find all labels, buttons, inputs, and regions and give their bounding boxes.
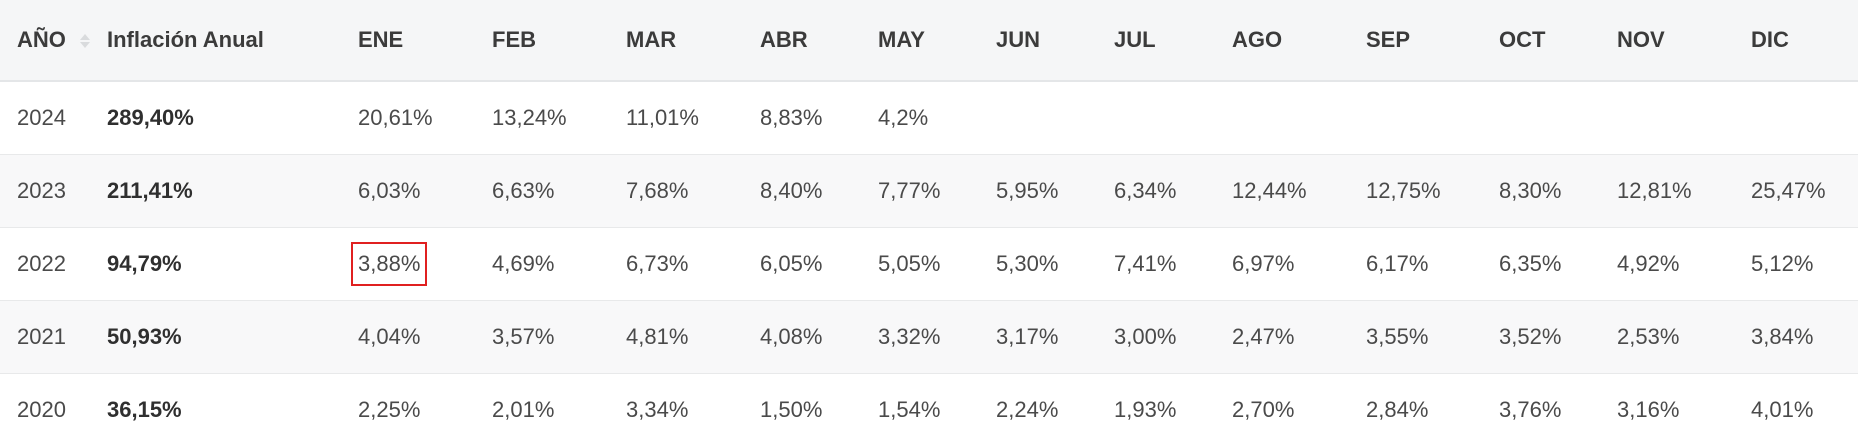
month-cell: 6,97% xyxy=(1232,250,1295,276)
month-cell: 6,17% xyxy=(1366,250,1429,276)
month-cell: 5,30% xyxy=(996,250,1059,276)
month-cell xyxy=(1617,81,1751,154)
header-year[interactable]: AÑO xyxy=(0,0,107,81)
month-cell: 3,88% xyxy=(351,227,492,300)
month-cell: 8,83% xyxy=(760,104,823,130)
table-row: 2020 36,15% 2,25% 2,01% 3,34% 1,50% 1,54% 2,24%… xyxy=(0,373,1858,446)
header-month[interactable]: JUL xyxy=(1114,27,1156,52)
month-cell: 3,52% xyxy=(1499,323,1562,349)
month-cell: 4,04% xyxy=(358,323,421,349)
month-cell: 4,81% xyxy=(626,323,689,349)
month-cell: 3,84% xyxy=(1751,323,1814,349)
table-row: 2024 289,40% 20,61% 13,24% 11,01% 8,83% 4,2% xyxy=(0,81,1858,154)
month-cell: 7,68% xyxy=(626,177,689,203)
table-row: 2023 211,41% 6,03% 6,63% 7,68% 8,40% 7,77% 5,95… xyxy=(0,154,1858,227)
month-cell: 5,95% xyxy=(996,177,1059,203)
month-cell: 4,2% xyxy=(878,104,929,130)
header-month[interactable]: JUN xyxy=(996,27,1041,52)
month-cell: 13,24% xyxy=(492,104,567,130)
month-cell: 20,61% xyxy=(358,104,433,130)
month-cell: 8,40% xyxy=(760,177,823,203)
month-cell: 2,53% xyxy=(1617,323,1680,349)
month-cell: 4,69% xyxy=(492,250,555,276)
month-cell: 4,08% xyxy=(760,323,823,349)
header-month[interactable]: NOV xyxy=(1617,27,1665,52)
month-cell: 11,01% xyxy=(626,104,699,130)
month-cell: 12,75% xyxy=(1366,177,1441,203)
month-cell: 1,54% xyxy=(878,396,941,422)
header-month[interactable]: AGO xyxy=(1232,27,1283,52)
sort-icon[interactable] xyxy=(79,32,90,50)
month-cell xyxy=(1499,81,1617,154)
month-cell: 6,63% xyxy=(492,177,555,203)
header-month[interactable]: ENE xyxy=(358,27,404,52)
month-cell: 4,01% xyxy=(1751,396,1814,422)
header-label: AÑO xyxy=(17,27,66,52)
header-month[interactable]: OCT xyxy=(1499,27,1546,52)
month-cell: 12,44% xyxy=(1232,177,1307,203)
month-cell: 3,34% xyxy=(626,396,689,422)
month-cell: 5,05% xyxy=(878,250,941,276)
month-cell: 2,01% xyxy=(492,396,555,422)
header-annual[interactable]: Inflación Anual xyxy=(107,27,264,52)
month-cell: 5,12% xyxy=(1751,250,1814,276)
header-month[interactable]: ABR xyxy=(760,27,808,52)
year-cell: 2023 xyxy=(17,177,66,203)
month-cell: 2,47% xyxy=(1232,323,1295,349)
header-month[interactable]: SEP xyxy=(1366,27,1411,52)
year-cell: 2024 xyxy=(17,104,66,130)
year-cell: 2022 xyxy=(17,250,66,276)
month-cell: 8,30% xyxy=(1499,177,1562,203)
annual-inflation-cell: 289,40% xyxy=(107,104,194,130)
month-cell xyxy=(1114,81,1232,154)
month-cell: 3,32% xyxy=(878,323,941,349)
year-cell: 2021 xyxy=(17,323,66,349)
month-cell: 3,55% xyxy=(1366,323,1429,349)
month-cell: 3,17% xyxy=(996,323,1059,349)
month-cell: 1,93% xyxy=(1114,396,1177,422)
header-row: AÑO Inflación Anual ENE FEB MAR ABR MAY … xyxy=(0,0,1858,81)
month-cell: 7,41% xyxy=(1114,250,1177,276)
header-month[interactable]: DIC xyxy=(1751,27,1789,52)
table-row: 2022 94,79% 3,88% 4,69% 6,73% 6,05% 5,05% 5,30%… xyxy=(0,227,1858,300)
month-cell xyxy=(996,81,1114,154)
month-cell: 4,92% xyxy=(1617,250,1680,276)
table-body: 2024 289,40% 20,61% 13,24% 11,01% 8,83% 4,2% 20… xyxy=(0,81,1858,446)
month-cell: 12,81% xyxy=(1617,177,1692,203)
annual-inflation-cell: 211,41% xyxy=(107,177,193,203)
highlighted-value: 3,88% xyxy=(351,241,428,286)
month-cell: 7,77% xyxy=(878,177,941,203)
month-cell: 2,24% xyxy=(996,396,1059,422)
table-header: AÑO Inflación Anual ENE FEB MAR ABR MAY … xyxy=(0,0,1858,81)
annual-inflation-cell: 36,15% xyxy=(107,396,182,422)
table-row: 2021 50,93% 4,04% 3,57% 4,81% 4,08% 3,32% 3,17%… xyxy=(0,300,1858,373)
header-month[interactable]: FEB xyxy=(492,27,536,52)
month-cell: 3,00% xyxy=(1114,323,1177,349)
year-cell: 2020 xyxy=(17,396,66,422)
annual-inflation-cell: 50,93% xyxy=(107,323,182,349)
month-cell: 6,03% xyxy=(358,177,421,203)
month-cell: 25,47% xyxy=(1751,177,1826,203)
month-cell: 1,50% xyxy=(760,396,823,422)
month-cell: 6,34% xyxy=(1114,177,1177,203)
month-cell xyxy=(1366,81,1499,154)
month-cell: 2,25% xyxy=(358,396,421,422)
month-cell: 3,76% xyxy=(1499,396,1562,422)
month-cell: 3,16% xyxy=(1617,396,1680,422)
month-cell: 6,05% xyxy=(760,250,823,276)
month-cell xyxy=(1751,81,1858,154)
annual-inflation-cell: 94,79% xyxy=(107,250,182,276)
month-cell: 2,84% xyxy=(1366,396,1429,422)
month-cell: 3,57% xyxy=(492,323,555,349)
header-month[interactable]: MAR xyxy=(626,27,677,52)
month-cell: 6,35% xyxy=(1499,250,1562,276)
month-cell xyxy=(1232,81,1366,154)
month-cell: 2,70% xyxy=(1232,396,1295,422)
month-cell: 6,73% xyxy=(626,250,689,276)
header-month[interactable]: MAY xyxy=(878,27,925,52)
